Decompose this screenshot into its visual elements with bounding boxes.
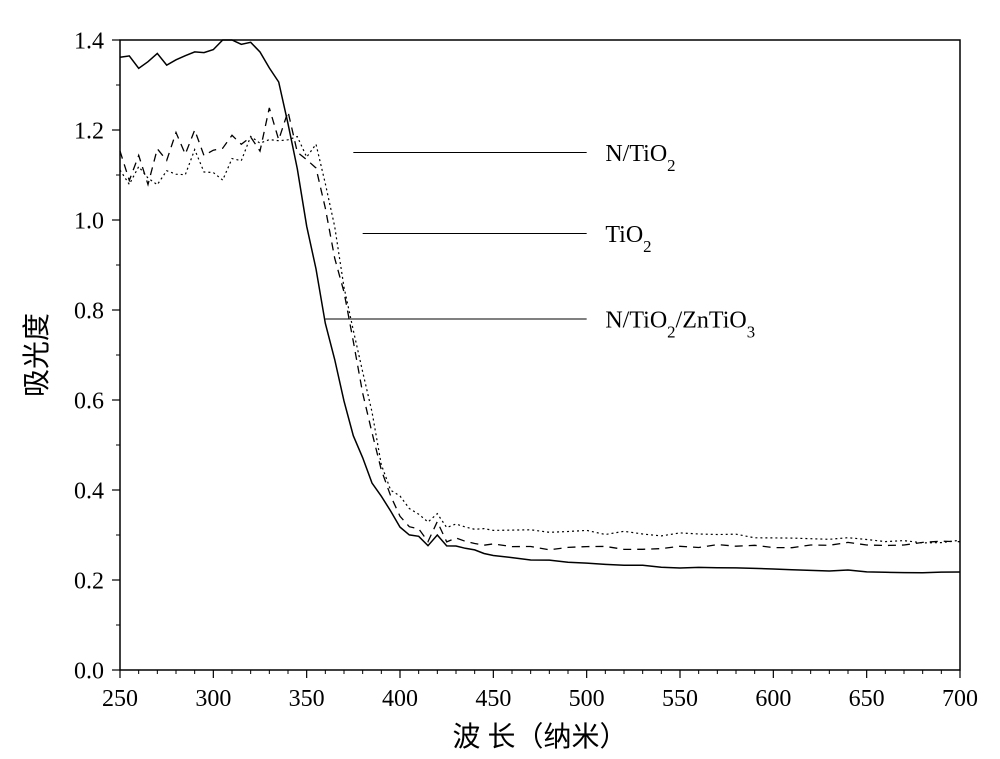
x-tick-label: 400 [382,686,418,712]
x-tick-label: 600 [755,686,791,712]
y-tick-label: 1.2 [74,118,104,144]
y-tick-label: 0.8 [74,298,104,324]
x-tick-label: 450 [475,686,511,712]
y-tick-label: 1.0 [74,208,104,234]
x-tick-label: 300 [195,686,231,712]
x-tick-label: 700 [942,686,978,712]
y-axis-label: 吸光度 [21,313,53,397]
y-tick-label: 1.4 [74,28,104,54]
x-tick-label: 350 [289,686,325,712]
x-tick-label: 650 [849,686,885,712]
chart-container: 250 300 350 400 450 500 550 600 650 700 0.0 0.2 0.4 0… [0,0,1000,759]
chart-bg [0,0,1000,759]
x-tick-label: 500 [569,686,605,712]
x-tick-label: 250 [102,686,138,712]
x-tick-label: 550 [662,686,698,712]
chart-svg: 250 300 350 400 450 500 550 600 650 700 0.0 0.2 0.4 0… [0,0,1000,759]
y-tick-label: 0.0 [74,658,104,684]
y-tick-label: 0.4 [74,478,104,504]
y-tick-label: 0.6 [74,388,104,414]
x-axis-label: 波 长（纳米） [452,721,627,753]
y-tick-label: 0.2 [74,568,104,594]
